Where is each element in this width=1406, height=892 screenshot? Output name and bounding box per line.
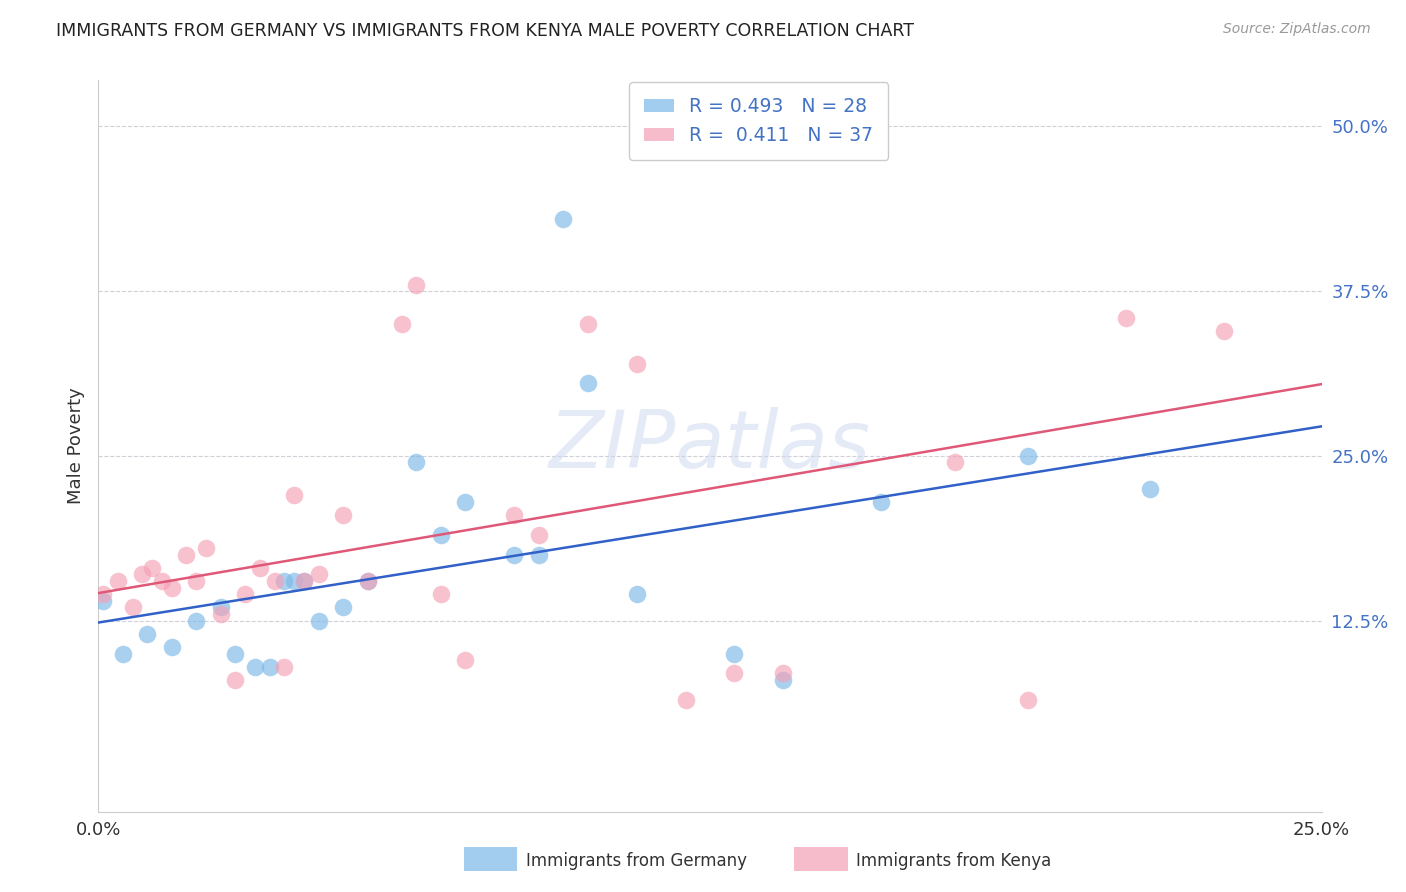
Point — [626, 587, 648, 601]
Point — [308, 614, 330, 628]
Point — [195, 541, 218, 556]
Point — [723, 647, 745, 661]
Point — [292, 574, 315, 588]
Point — [391, 317, 413, 331]
Point — [553, 211, 575, 226]
Point — [141, 561, 163, 575]
Point — [870, 495, 893, 509]
Point — [1017, 692, 1039, 706]
Point — [186, 614, 208, 628]
Point — [273, 659, 295, 673]
Point — [454, 495, 477, 509]
Point — [224, 673, 246, 687]
Point — [176, 548, 198, 562]
Point — [1115, 310, 1137, 325]
Point — [454, 653, 477, 667]
Point — [626, 357, 648, 371]
Point — [1017, 449, 1039, 463]
Point — [136, 627, 159, 641]
Point — [772, 666, 794, 681]
Point — [111, 647, 134, 661]
Text: ZIPatlas: ZIPatlas — [548, 407, 872, 485]
Point — [308, 567, 330, 582]
Text: IMMIGRANTS FROM GERMANY VS IMMIGRANTS FROM KENYA MALE POVERTY CORRELATION CHART: IMMIGRANTS FROM GERMANY VS IMMIGRANTS FR… — [56, 22, 914, 40]
Legend: R = 0.493   N = 28, R =  0.411   N = 37: R = 0.493 N = 28, R = 0.411 N = 37 — [630, 82, 889, 160]
Point — [1139, 482, 1161, 496]
Point — [91, 587, 114, 601]
Point — [107, 574, 129, 588]
Point — [186, 574, 208, 588]
Point — [356, 574, 378, 588]
Text: Immigrants from Germany: Immigrants from Germany — [526, 852, 747, 870]
Point — [249, 561, 271, 575]
Point — [150, 574, 173, 588]
Text: Source: ZipAtlas.com: Source: ZipAtlas.com — [1223, 22, 1371, 37]
Point — [527, 528, 550, 542]
Point — [576, 376, 599, 391]
Point — [405, 277, 427, 292]
Point — [723, 666, 745, 681]
Point — [233, 587, 256, 601]
Point — [943, 455, 966, 469]
Point — [209, 607, 232, 621]
Point — [503, 548, 526, 562]
Y-axis label: Male Poverty: Male Poverty — [66, 388, 84, 504]
Point — [91, 594, 114, 608]
Point — [503, 508, 526, 523]
Point — [527, 548, 550, 562]
Point — [332, 508, 354, 523]
Point — [430, 587, 453, 601]
Point — [405, 455, 427, 469]
Point — [283, 488, 305, 502]
Point — [131, 567, 153, 582]
Point — [263, 574, 285, 588]
Point — [332, 600, 354, 615]
Point — [675, 692, 697, 706]
Point — [224, 647, 246, 661]
Point — [283, 574, 305, 588]
Point — [1212, 324, 1234, 338]
Text: Immigrants from Kenya: Immigrants from Kenya — [856, 852, 1052, 870]
Point — [273, 574, 295, 588]
Point — [430, 528, 453, 542]
Point — [292, 574, 315, 588]
Point — [772, 673, 794, 687]
Point — [160, 581, 183, 595]
Point — [259, 659, 281, 673]
Point — [121, 600, 143, 615]
Point — [576, 317, 599, 331]
Point — [356, 574, 378, 588]
Point — [160, 640, 183, 654]
Point — [243, 659, 266, 673]
Point — [845, 120, 868, 134]
Point — [209, 600, 232, 615]
